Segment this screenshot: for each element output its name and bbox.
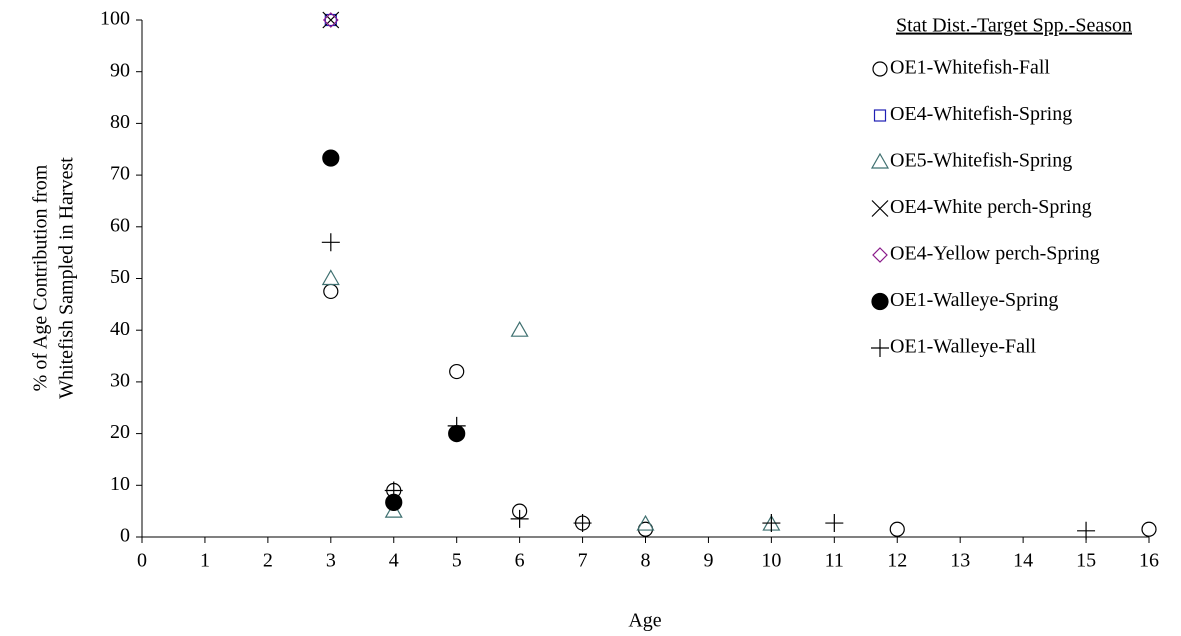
point [1141, 521, 1157, 537]
point [322, 149, 340, 167]
point [825, 514, 844, 533]
point [889, 521, 905, 537]
legend-label: OE4-Yellow perch-Spring [890, 243, 1100, 265]
legend-marker [871, 292, 889, 311]
x-tick-label: 1 [200, 550, 210, 572]
x-tick-label: 16 [1139, 550, 1159, 572]
legend-label: OE4-White perch-Spring [890, 196, 1092, 218]
x-tick-label: 6 [515, 550, 525, 572]
x-tick-label: 13 [950, 550, 970, 572]
point [384, 501, 403, 518]
legend-title: Stat Dist.-Target Spp.-Season [896, 15, 1132, 37]
legend-marker [871, 339, 889, 357]
y-tick-label: 80 [110, 111, 130, 133]
point [510, 320, 529, 337]
legend-marker [870, 152, 890, 169]
point [636, 514, 655, 531]
legend-label: OE1-Walleye-Spring [890, 289, 1058, 311]
x-tick-label: 9 [703, 550, 713, 572]
legend-label: OE5-Whitefish-Spring [890, 150, 1072, 172]
legend-label: OE1-Walleye-Fall [890, 336, 1037, 358]
x-tick-label: 5 [452, 550, 462, 572]
x-tick-label: 11 [825, 550, 844, 572]
point [322, 11, 340, 29]
y-tick-label: 20 [110, 421, 130, 443]
legend-label: OE1-Whitefish-Fall [890, 57, 1050, 79]
x-tick-label: 4 [389, 550, 399, 572]
y-tick-label: 30 [110, 369, 130, 391]
x-tick-label: 3 [326, 550, 336, 572]
point [321, 269, 340, 286]
y-tick-label: 50 [110, 266, 130, 288]
point [573, 514, 592, 533]
point [324, 13, 337, 27]
point [322, 12, 339, 28]
y-tick-label: 10 [110, 473, 130, 495]
x-tick-label: 14 [1013, 550, 1033, 572]
legend-marker [871, 200, 889, 217]
point [323, 283, 339, 300]
y-axis-label: Whitefish Sampled in Harvest [56, 157, 78, 399]
x-tick-label: 2 [263, 550, 273, 572]
point [384, 481, 403, 500]
y-tick-label: 60 [110, 214, 130, 236]
x-tick-label: 8 [641, 550, 651, 572]
point [762, 514, 781, 533]
point [510, 509, 529, 528]
x-tick-label: 12 [887, 550, 907, 572]
y-axis-label: % of Age Contribution from [30, 164, 52, 391]
x-tick-label: 15 [1076, 550, 1096, 572]
point [449, 363, 465, 380]
legend-label: OE4-Whitefish-Spring [890, 103, 1072, 125]
x-tick-label: 7 [578, 550, 588, 572]
point [321, 233, 340, 252]
y-tick-label: 40 [110, 318, 130, 340]
point [447, 416, 466, 435]
legend-marker [873, 109, 887, 122]
x-tick-label: 0 [137, 550, 147, 572]
x-tick-label: 10 [761, 550, 781, 572]
legend-marker [872, 247, 888, 263]
point [1077, 521, 1096, 540]
y-tick-label: 70 [110, 163, 130, 185]
y-tick-label: 100 [100, 8, 130, 30]
x-axis-label: Age [628, 610, 661, 632]
y-tick-label: 0 [120, 525, 130, 547]
y-tick-label: 90 [110, 59, 130, 81]
legend-marker [872, 61, 888, 77]
